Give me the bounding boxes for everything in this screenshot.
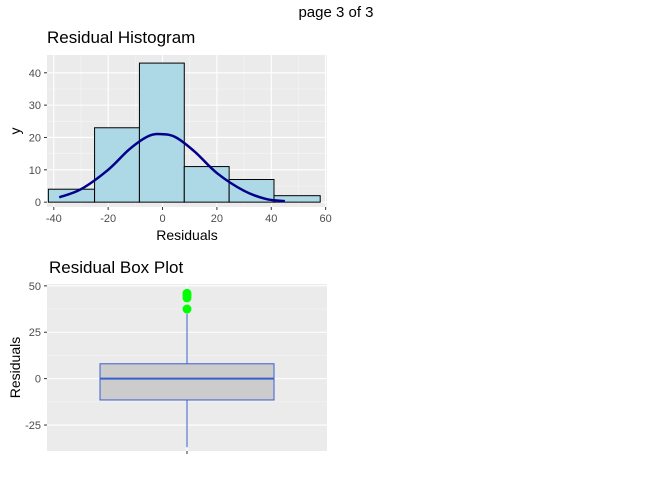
boxplot-y-axis-title: Residuals (7, 337, 23, 398)
histogram-y-tick-label: 10 (29, 165, 41, 177)
boxplot-y-tick-label: -25 (25, 420, 41, 432)
histogram-title: Residual Histogram (47, 28, 196, 47)
boxplot-y-tick-label: 25 (29, 327, 41, 339)
histogram-x-tick-label: 0 (159, 213, 165, 225)
histogram-y-axis-title: y (7, 128, 23, 135)
histogram-y-tick-label: 0 (35, 197, 41, 209)
boxplot-box (99, 363, 275, 401)
histogram-x-tick-label: -40 (46, 213, 62, 225)
histogram-x-tick-label: 60 (320, 213, 332, 225)
boxplot-title: Residual Box Plot (49, 258, 184, 277)
histogram-y-tick-label: 20 (29, 132, 41, 144)
boxplot-chart: -25 0 25 50 Residuals (7, 281, 327, 454)
histogram-x-tick-label: -20 (100, 213, 116, 225)
boxplot-outlier-point (182, 288, 192, 298)
histogram-x-tick-label: 40 (265, 213, 277, 225)
boxplot-y-tick-label: 0 (35, 374, 41, 386)
histogram-y-tick-label: 30 (29, 100, 41, 112)
histogram-bar (183, 166, 230, 203)
histogram-x-axis-title: Residuals (156, 227, 217, 243)
histogram-bar (273, 195, 321, 203)
boxplot-y-tick-label: 50 (29, 281, 41, 293)
histogram-chart: -40 -20 0 20 40 60 0 10 20 30 40 Residuals y (7, 55, 332, 243)
histogram-bar (138, 62, 185, 203)
histogram-bar (47, 188, 96, 203)
page-label: page 3 of 3 (298, 4, 374, 21)
boxplot-outlier-point (182, 304, 192, 314)
histogram-bar (228, 179, 275, 203)
histogram-density-curve (58, 132, 286, 203)
histogram-y-tick-label: 40 (29, 68, 41, 80)
histogram-x-tick-label: 20 (211, 213, 223, 225)
histogram-bar (94, 127, 140, 203)
